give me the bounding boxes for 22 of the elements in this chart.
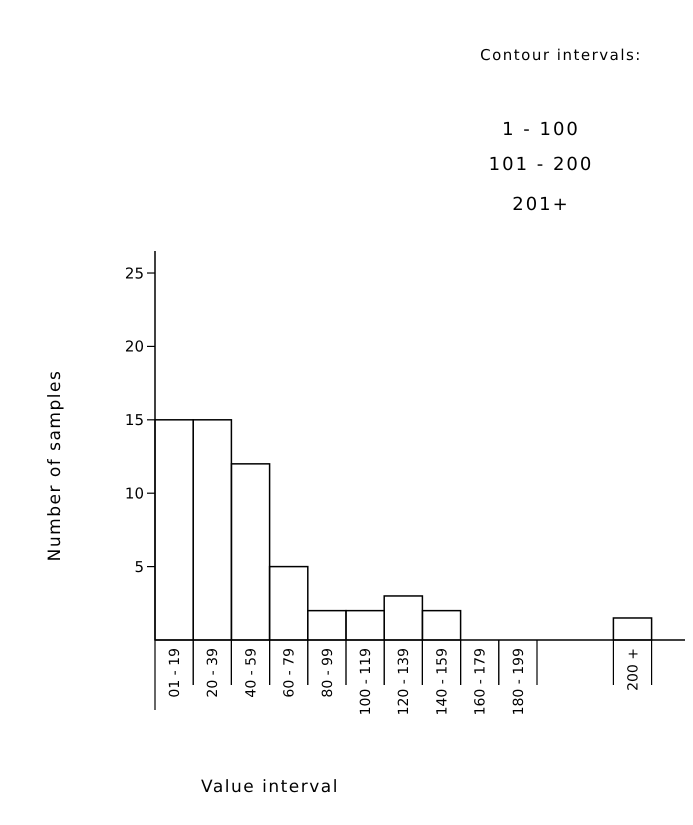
y-axis-title: Number of samples — [45, 370, 65, 562]
y-tick-label: 20 — [124, 338, 144, 356]
y-tick-label: 15 — [124, 411, 144, 430]
y-tick-label: 25 — [124, 264, 144, 282]
x-tick-label: 60 - 79 — [282, 648, 298, 698]
x-tick-label: 40 - 59 — [243, 648, 260, 698]
y-tick-label: 10 — [124, 484, 144, 502]
x-tick-label: 20 - 39 — [205, 648, 222, 698]
x-tick-label: 180 - 199 — [510, 648, 527, 716]
x-tick-label: 120 - 139 — [396, 648, 412, 716]
text: 1 - 100 — [502, 119, 580, 140]
x-tick-label: 100 - 119 — [358, 648, 374, 716]
x-tick-label: 140 - 159 — [434, 648, 450, 716]
y-tick-label: 5 — [134, 558, 144, 576]
text: 201+ — [512, 194, 570, 215]
text: Contour intervals: — [480, 46, 642, 64]
x-axis-title: Value interval — [201, 777, 339, 797]
text: 101 - 200 — [488, 154, 594, 175]
x-tick-label: 200 + — [625, 648, 642, 691]
x-tick-label: 01 - 19 — [167, 648, 183, 698]
x-tick-label: 160 - 179 — [472, 648, 489, 716]
x-tick-label: 80 - 99 — [320, 648, 336, 698]
